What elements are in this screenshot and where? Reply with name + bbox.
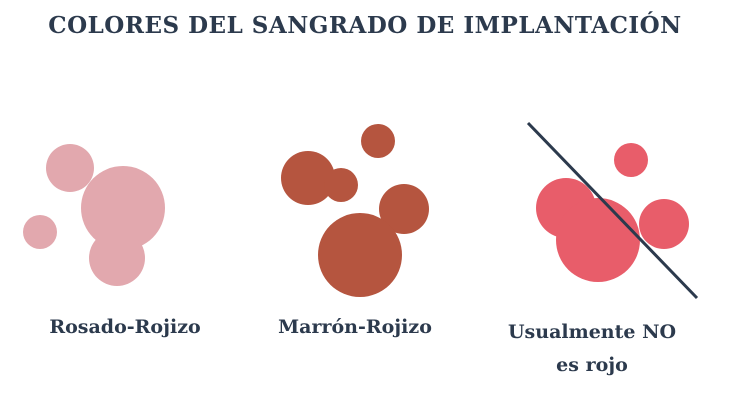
drop xyxy=(614,143,648,177)
label: es rojo xyxy=(556,354,628,376)
drop xyxy=(324,168,358,202)
strike-line xyxy=(526,121,699,300)
drop xyxy=(639,199,689,249)
drop xyxy=(89,230,145,286)
pink-drops xyxy=(23,144,165,286)
label: Rosado-Rojizo xyxy=(49,316,200,338)
label: Marrón-Rojizo xyxy=(278,316,432,338)
drop xyxy=(81,166,165,250)
drop xyxy=(46,144,94,192)
brown-drops xyxy=(281,124,429,297)
drop xyxy=(23,215,57,249)
title: COLORES DEL SANGRADO DE IMPLANTACIÓN xyxy=(48,12,681,39)
drop xyxy=(379,184,429,234)
label: Usualmente NO xyxy=(508,321,676,343)
red-drops xyxy=(536,143,689,282)
drop xyxy=(318,213,402,297)
drop xyxy=(556,198,640,282)
drop xyxy=(361,124,395,158)
drop xyxy=(281,151,335,205)
